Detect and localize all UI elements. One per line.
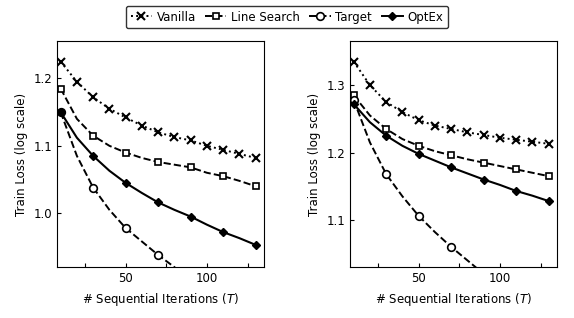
Y-axis label: Train Loss (log scale): Train Loss (log scale) <box>15 93 28 216</box>
Y-axis label: Train Loss (log scale): Train Loss (log scale) <box>308 93 321 216</box>
X-axis label: # Sequential Iterations ($T$): # Sequential Iterations ($T$) <box>82 291 239 308</box>
X-axis label: # Sequential Iterations ($T$): # Sequential Iterations ($T$) <box>375 291 532 308</box>
Legend: Vanilla, Line Search, Target, OptEx: Vanilla, Line Search, Target, OptEx <box>126 6 448 28</box>
